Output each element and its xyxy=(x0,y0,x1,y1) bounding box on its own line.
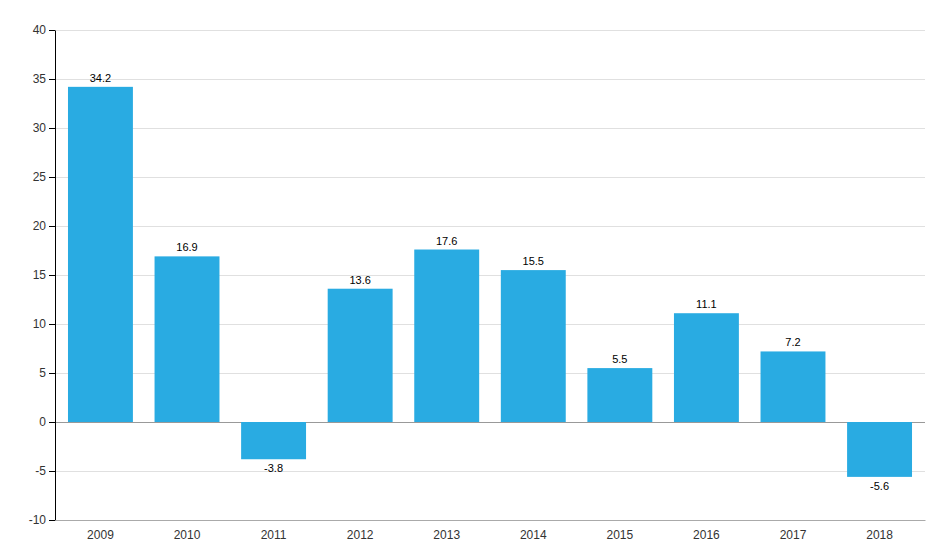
y-tick-label: 15 xyxy=(33,268,47,282)
y-tick-label: 30 xyxy=(33,121,47,135)
x-tick: 2009 xyxy=(87,528,114,542)
bar xyxy=(761,351,826,422)
x-tick: 2018 xyxy=(866,528,893,542)
bar xyxy=(414,250,479,422)
data-label: 5.5 xyxy=(612,353,627,365)
y-tick: 10 xyxy=(33,317,55,331)
y-tick-label: 40 xyxy=(33,23,47,37)
y-tick: 25 xyxy=(33,170,55,184)
grid-line xyxy=(55,471,925,472)
data-label: 7.2 xyxy=(785,336,800,348)
y-tick: 15 xyxy=(33,268,55,282)
data-label: -3.8 xyxy=(264,462,283,474)
bar xyxy=(68,87,133,422)
x-tick-label: 2011 xyxy=(261,528,287,542)
grid-line xyxy=(55,128,925,129)
x-tick: 2014 xyxy=(520,528,547,542)
y-tick-mark xyxy=(49,128,55,129)
y-tick-label: 0 xyxy=(39,415,46,429)
y-tick-mark xyxy=(49,177,55,178)
y-tick-label: 5 xyxy=(39,366,46,380)
bar xyxy=(587,368,652,422)
x-tick-label: 2012 xyxy=(347,528,374,542)
x-tick: 2017 xyxy=(780,528,807,542)
y-axis: -10 -5 0 5 10 15 20 25 30 35 40 xyxy=(29,23,56,527)
x-tick: 2015 xyxy=(606,528,633,542)
y-tick: -5 xyxy=(35,464,55,478)
y-tick: 0 xyxy=(39,415,55,429)
x-axis-line xyxy=(56,520,926,521)
bar xyxy=(847,422,912,477)
bar xyxy=(674,313,739,422)
y-tick-mark xyxy=(49,275,55,276)
data-label: 17.6 xyxy=(436,235,457,247)
y-tick-mark xyxy=(49,422,55,423)
y-tick-mark xyxy=(49,324,55,325)
data-label: -5.6 xyxy=(870,480,889,492)
x-tick-label: 2010 xyxy=(174,528,201,542)
y-tick-mark xyxy=(49,520,55,521)
data-labels: 34.2 16.9 -3.8 13.6 17.6 15.5 5.5 11.1 7.2 -5.6 xyxy=(90,72,889,492)
y-tick-label: -5 xyxy=(35,464,46,478)
x-tick: 2012 xyxy=(347,528,374,542)
y-axis-line xyxy=(55,31,56,521)
y-tick-label: 10 xyxy=(33,317,47,331)
data-label: 16.9 xyxy=(176,241,197,253)
x-tick-label: 2013 xyxy=(433,528,460,542)
grid-line xyxy=(55,226,925,227)
data-label: 34.2 xyxy=(90,72,111,84)
data-label: 11.1 xyxy=(696,298,717,310)
x-tick: 2011 xyxy=(261,528,287,542)
x-tick: 2016 xyxy=(693,528,720,542)
grid-line xyxy=(55,30,925,31)
x-tick-label: 2017 xyxy=(780,528,807,542)
x-tick-label: 2016 xyxy=(693,528,720,542)
x-tick-label: 2015 xyxy=(606,528,633,542)
y-tick: 40 xyxy=(33,23,55,37)
y-tick-mark xyxy=(49,79,55,80)
x-tick-label: 2009 xyxy=(87,528,114,542)
bar xyxy=(155,256,220,422)
grid-line xyxy=(55,520,925,521)
x-tick: 2013 xyxy=(433,528,460,542)
chart-svg: -10 -5 0 5 10 15 20 25 30 35 40 2009 2010 2011 2012 201… xyxy=(0,0,950,560)
y-tick-mark xyxy=(49,471,55,472)
bars xyxy=(68,87,912,477)
x-tick-label: 2014 xyxy=(520,528,547,542)
grid-line xyxy=(55,79,925,80)
y-tick-label: 20 xyxy=(33,219,47,233)
bar xyxy=(501,270,566,422)
y-tick: 30 xyxy=(33,121,55,135)
grid xyxy=(55,30,925,520)
x-axis: 2009 2010 2011 2012 2013 2014 2015 2016 2017 2018 xyxy=(56,521,926,542)
plot-area: -10 -5 0 5 10 15 20 25 30 35 40 2009 2010 2011 2012 201… xyxy=(29,23,926,541)
y-tick-mark xyxy=(49,30,55,31)
y-tick-mark xyxy=(49,226,55,227)
y-tick: 5 xyxy=(39,366,55,380)
y-tick-label: 25 xyxy=(33,170,47,184)
x-tick: 2010 xyxy=(174,528,201,542)
data-label: 13.6 xyxy=(349,274,370,286)
y-tick-label: 35 xyxy=(33,72,47,86)
y-tick: -10 xyxy=(29,513,55,527)
y-tick: 20 xyxy=(33,219,55,233)
y-tick: 35 xyxy=(33,72,55,86)
y-tick-mark xyxy=(49,373,55,374)
x-tick-label: 2018 xyxy=(866,528,893,542)
bar xyxy=(241,422,306,459)
bar xyxy=(328,289,393,422)
data-label: 15.5 xyxy=(523,255,544,267)
y-tick-label: -10 xyxy=(29,513,47,527)
grid-line xyxy=(55,177,925,178)
